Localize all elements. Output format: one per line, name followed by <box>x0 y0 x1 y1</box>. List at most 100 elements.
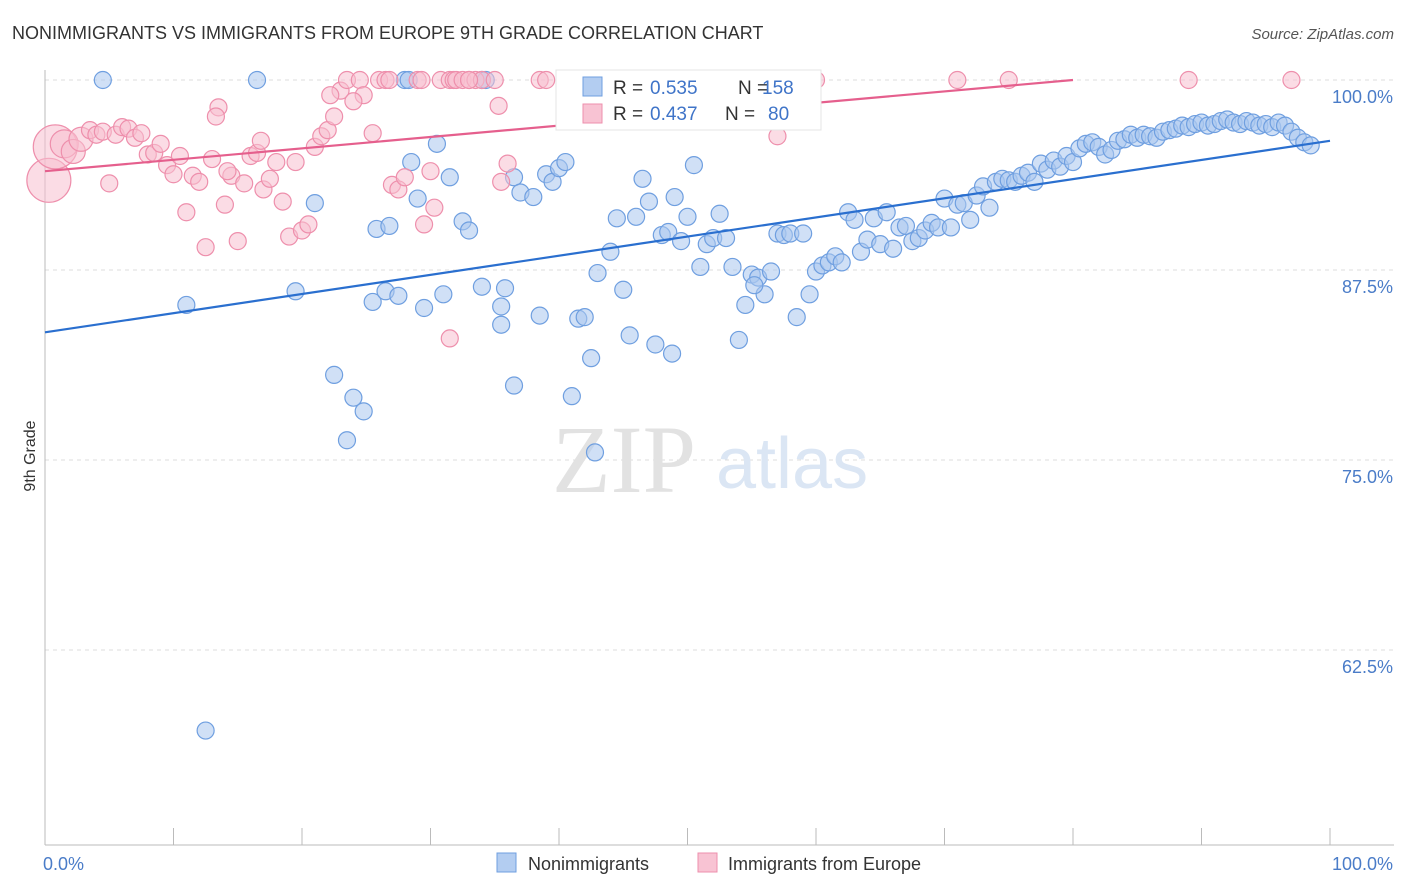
watermark-zip: ZIP <box>552 406 696 513</box>
point-nonimmigrants <box>380 216 399 236</box>
point-nonimmigrants <box>626 207 646 226</box>
legend-swatch-nonimmigrants[interactable] <box>496 852 517 873</box>
legend-label-nonimmigrants[interactable]: Nonimmigrants <box>528 854 649 874</box>
point-nonimmigrants <box>729 330 749 350</box>
point-nonimmigrants <box>177 295 196 315</box>
point-nonimmigrants <box>93 70 112 90</box>
point-immigrants <box>100 174 119 193</box>
point-immigrants <box>164 165 183 184</box>
stats-r-label-immigrants: R = <box>613 104 648 125</box>
point-nonimmigrants <box>716 228 736 248</box>
point-immigrants <box>196 238 215 257</box>
point-nonimmigrants <box>344 388 363 407</box>
watermark: ZIP atlas <box>552 406 868 513</box>
y-tick-labels: 100.0% 87.5% 75.0% 62.5% <box>1332 87 1393 677</box>
point-nonimmigrants <box>883 239 903 258</box>
point-immigrants <box>218 162 237 181</box>
point-immigrants <box>286 152 305 172</box>
point-immigrants <box>321 86 340 105</box>
y-tick-label: 75.0% <box>1342 467 1393 487</box>
point-immigrants <box>421 162 440 181</box>
point-nonimmigrants <box>691 257 710 277</box>
point-nonimmigrants <box>408 189 427 208</box>
point-immigrants <box>132 124 151 143</box>
point-nonimmigrants <box>961 210 980 229</box>
y-tick-label: 100.0% <box>1332 87 1393 107</box>
point-nonimmigrants <box>459 221 479 240</box>
point-immigrants <box>537 70 556 90</box>
point-nonimmigrants <box>671 232 691 251</box>
point-immigrants <box>380 70 399 90</box>
point-nonimmigrants <box>832 253 851 272</box>
point-nonimmigrants <box>305 194 324 213</box>
point-nonimmigrants <box>585 443 605 462</box>
point-nonimmigrants <box>761 262 781 281</box>
point-immigrants <box>395 168 414 187</box>
point-nonimmigrants <box>504 376 524 395</box>
point-immigrants <box>228 232 247 251</box>
point-nonimmigrants <box>745 276 764 295</box>
point-nonimmigrants <box>787 308 806 327</box>
point-nonimmigrants <box>575 308 594 327</box>
bottom-legend: Nonimmigrants Immigrants from Europe <box>496 852 921 874</box>
point-immigrants <box>206 107 226 126</box>
point-nonimmigrants <box>556 152 575 172</box>
point-immigrants <box>414 215 434 234</box>
point-immigrants <box>412 70 431 90</box>
point-immigrants <box>299 215 318 234</box>
point-nonimmigrants <box>492 315 511 334</box>
point-nonimmigrants <box>337 431 357 450</box>
point-nonimmigrants <box>662 344 682 363</box>
point-nonimmigrants <box>639 192 659 211</box>
point-nonimmigrants <box>247 70 267 90</box>
stats-n-value-nonimmigrants: 158 <box>762 78 794 99</box>
stats-swatch-nonimmigrants <box>582 76 603 97</box>
chart-title: NONIMMIGRANTS VS IMMIGRANTS FROM EUROPE … <box>12 23 763 43</box>
y-tick-label: 62.5% <box>1342 657 1393 677</box>
grid-lines <box>45 79 1394 651</box>
point-immigrants <box>260 169 279 188</box>
point-nonimmigrants <box>495 279 515 298</box>
y-axis-label: 9th Grade <box>22 420 39 491</box>
point-nonimmigrants <box>601 242 620 261</box>
legend-swatch-immigrants[interactable] <box>697 852 718 873</box>
trend-line-nonimmigrants <box>44 139 1331 334</box>
point-nonimmigrants <box>582 349 601 368</box>
point-immigrants <box>344 92 363 111</box>
point-nonimmigrants <box>1025 172 1044 191</box>
point-nonimmigrants <box>196 721 215 740</box>
stats-r-value-immigrants: 0.437 <box>650 104 698 125</box>
point-immigrants <box>151 134 170 153</box>
point-immigrants <box>492 172 511 191</box>
point-nonimmigrants <box>710 204 729 223</box>
point-nonimmigrants <box>389 286 408 305</box>
point-immigrants <box>1179 70 1198 90</box>
point-nonimmigrants <box>434 285 453 304</box>
point-immigrants <box>251 131 270 150</box>
point-nonimmigrants <box>845 210 864 229</box>
point-immigrants <box>440 329 459 348</box>
point-immigrants <box>1282 70 1301 90</box>
point-immigrants <box>948 70 967 90</box>
point-immigrants <box>350 70 369 90</box>
legend-label-immigrants[interactable]: Immigrants from Europe <box>728 854 921 874</box>
stats-n-label-immigrants: N = <box>725 104 760 125</box>
point-nonimmigrants <box>402 152 421 172</box>
point-immigrants <box>425 198 444 217</box>
point-immigrants <box>215 195 234 214</box>
point-immigrants <box>202 149 222 169</box>
point-immigrants <box>363 124 382 143</box>
point-immigrants <box>498 154 517 173</box>
point-immigrants <box>235 174 254 193</box>
x-ticks <box>44 828 1331 845</box>
stats-r-label-nonimmigrants: R = <box>613 78 648 99</box>
chart-source: Source: ZipAtlas.com <box>1251 26 1394 43</box>
point-nonimmigrants <box>736 295 755 315</box>
point-nonimmigrants <box>633 169 652 188</box>
point-nonimmigrants <box>646 335 665 354</box>
point-immigrants <box>190 172 209 191</box>
point-nonimmigrants <box>363 292 382 312</box>
point-nonimmigrants <box>620 326 639 345</box>
point-nonimmigrants <box>684 156 704 175</box>
